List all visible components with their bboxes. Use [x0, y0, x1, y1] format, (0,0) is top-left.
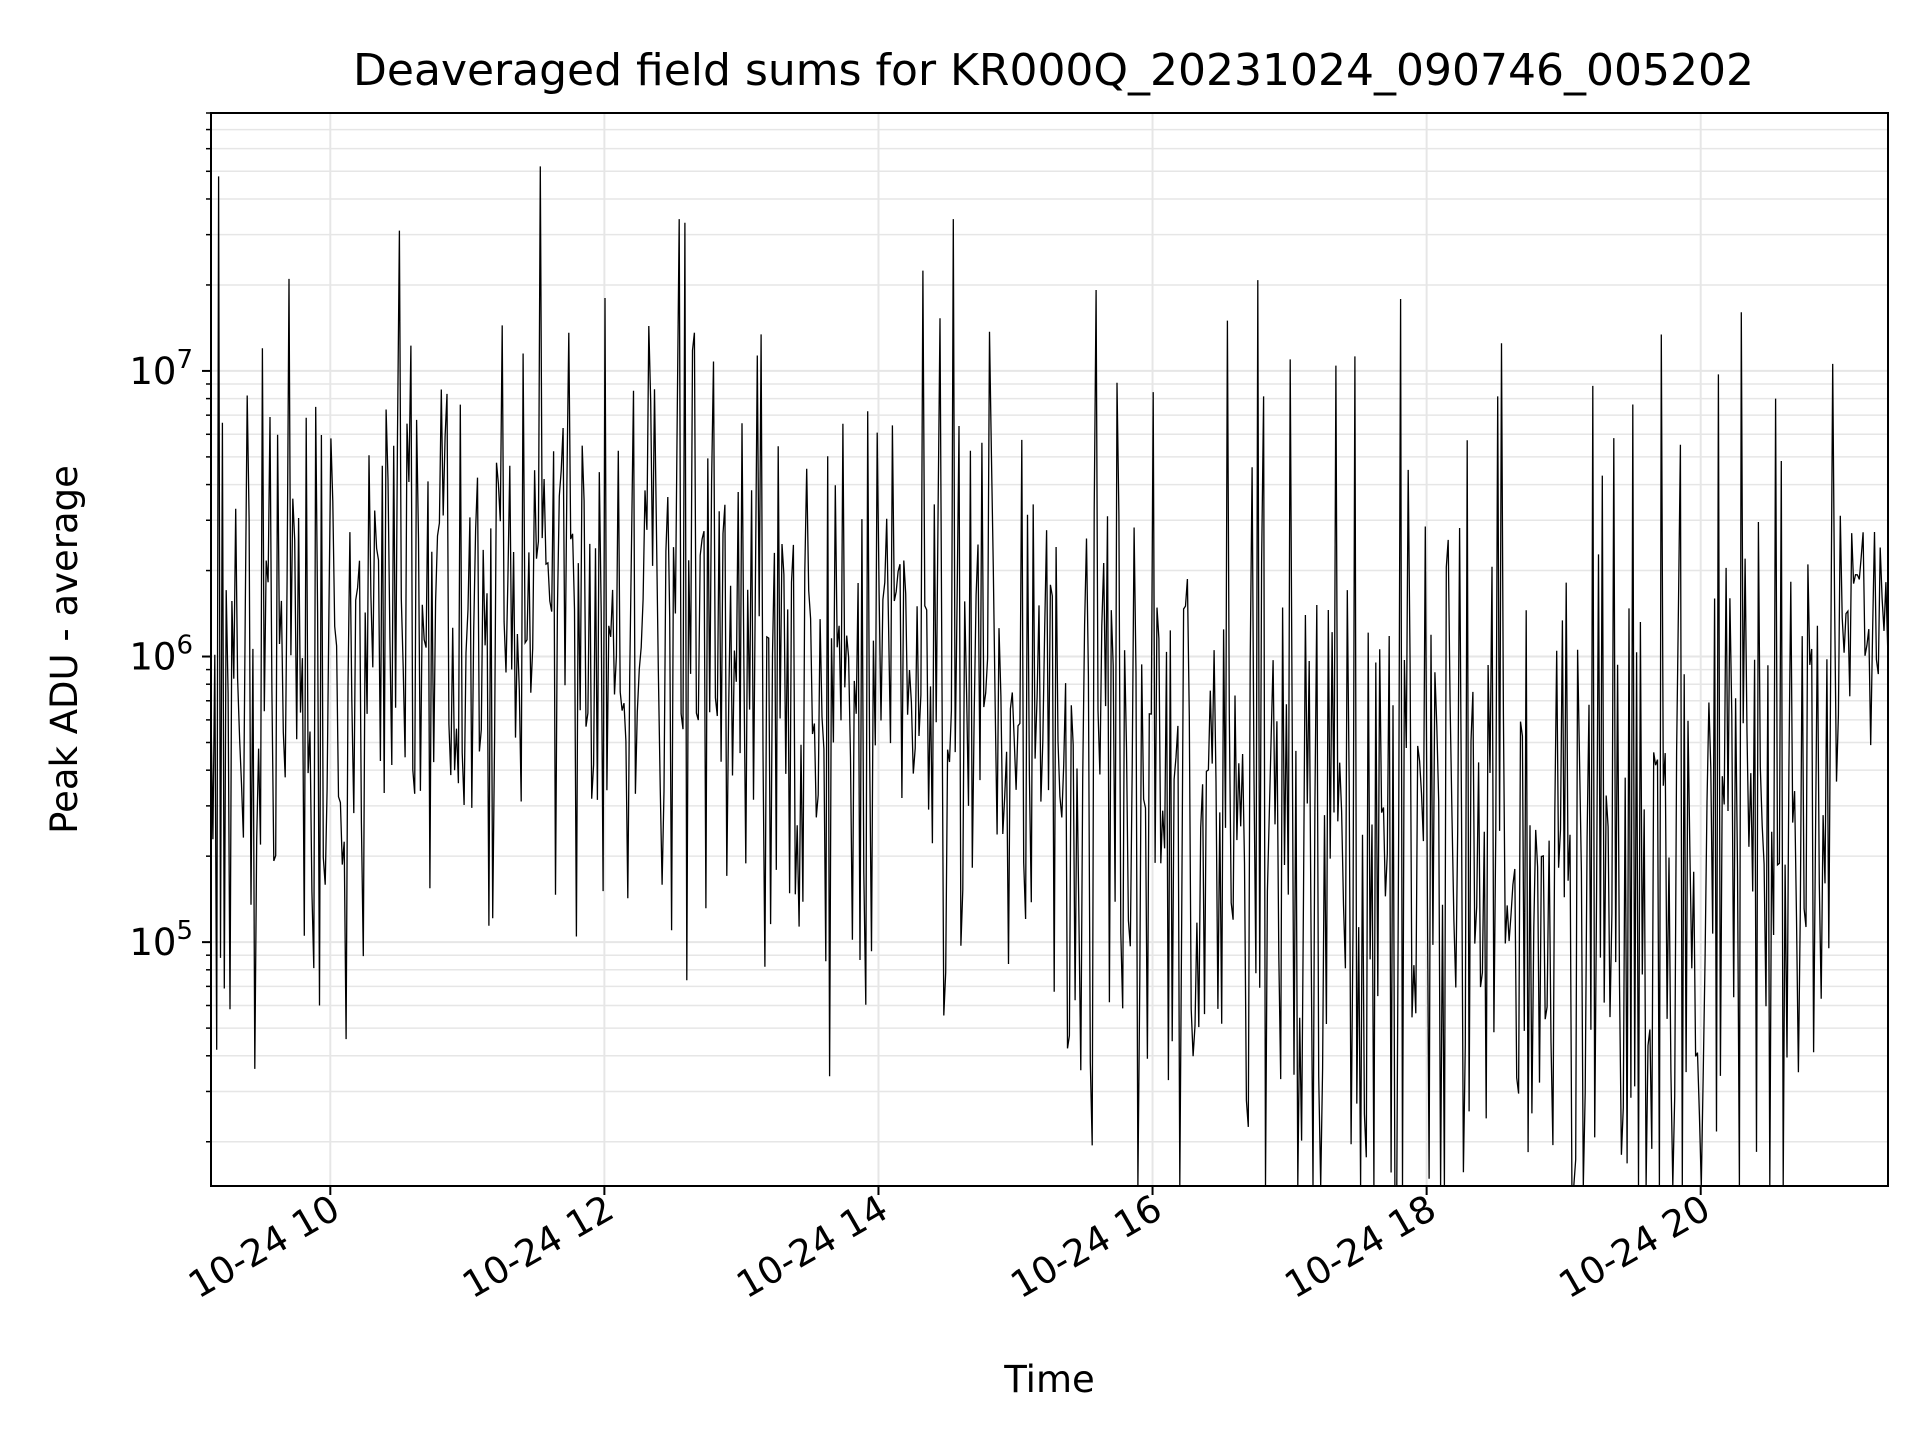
plot-frame	[210, 112, 1889, 1187]
series-line	[210, 166, 1889, 1187]
y-tick-label: 107	[129, 345, 193, 393]
series-group	[210, 166, 1889, 1187]
grid-lines	[211, 112, 1888, 1186]
x-axis-label: Time	[1003, 1358, 1095, 1401]
y-tick-label: 105	[129, 916, 193, 964]
y-tick-label: 106	[129, 631, 193, 679]
y-axis-label: Peak ADU - average	[43, 465, 86, 834]
chart-title: Deaveraged field sums for KR000Q_2023102…	[353, 45, 1754, 96]
